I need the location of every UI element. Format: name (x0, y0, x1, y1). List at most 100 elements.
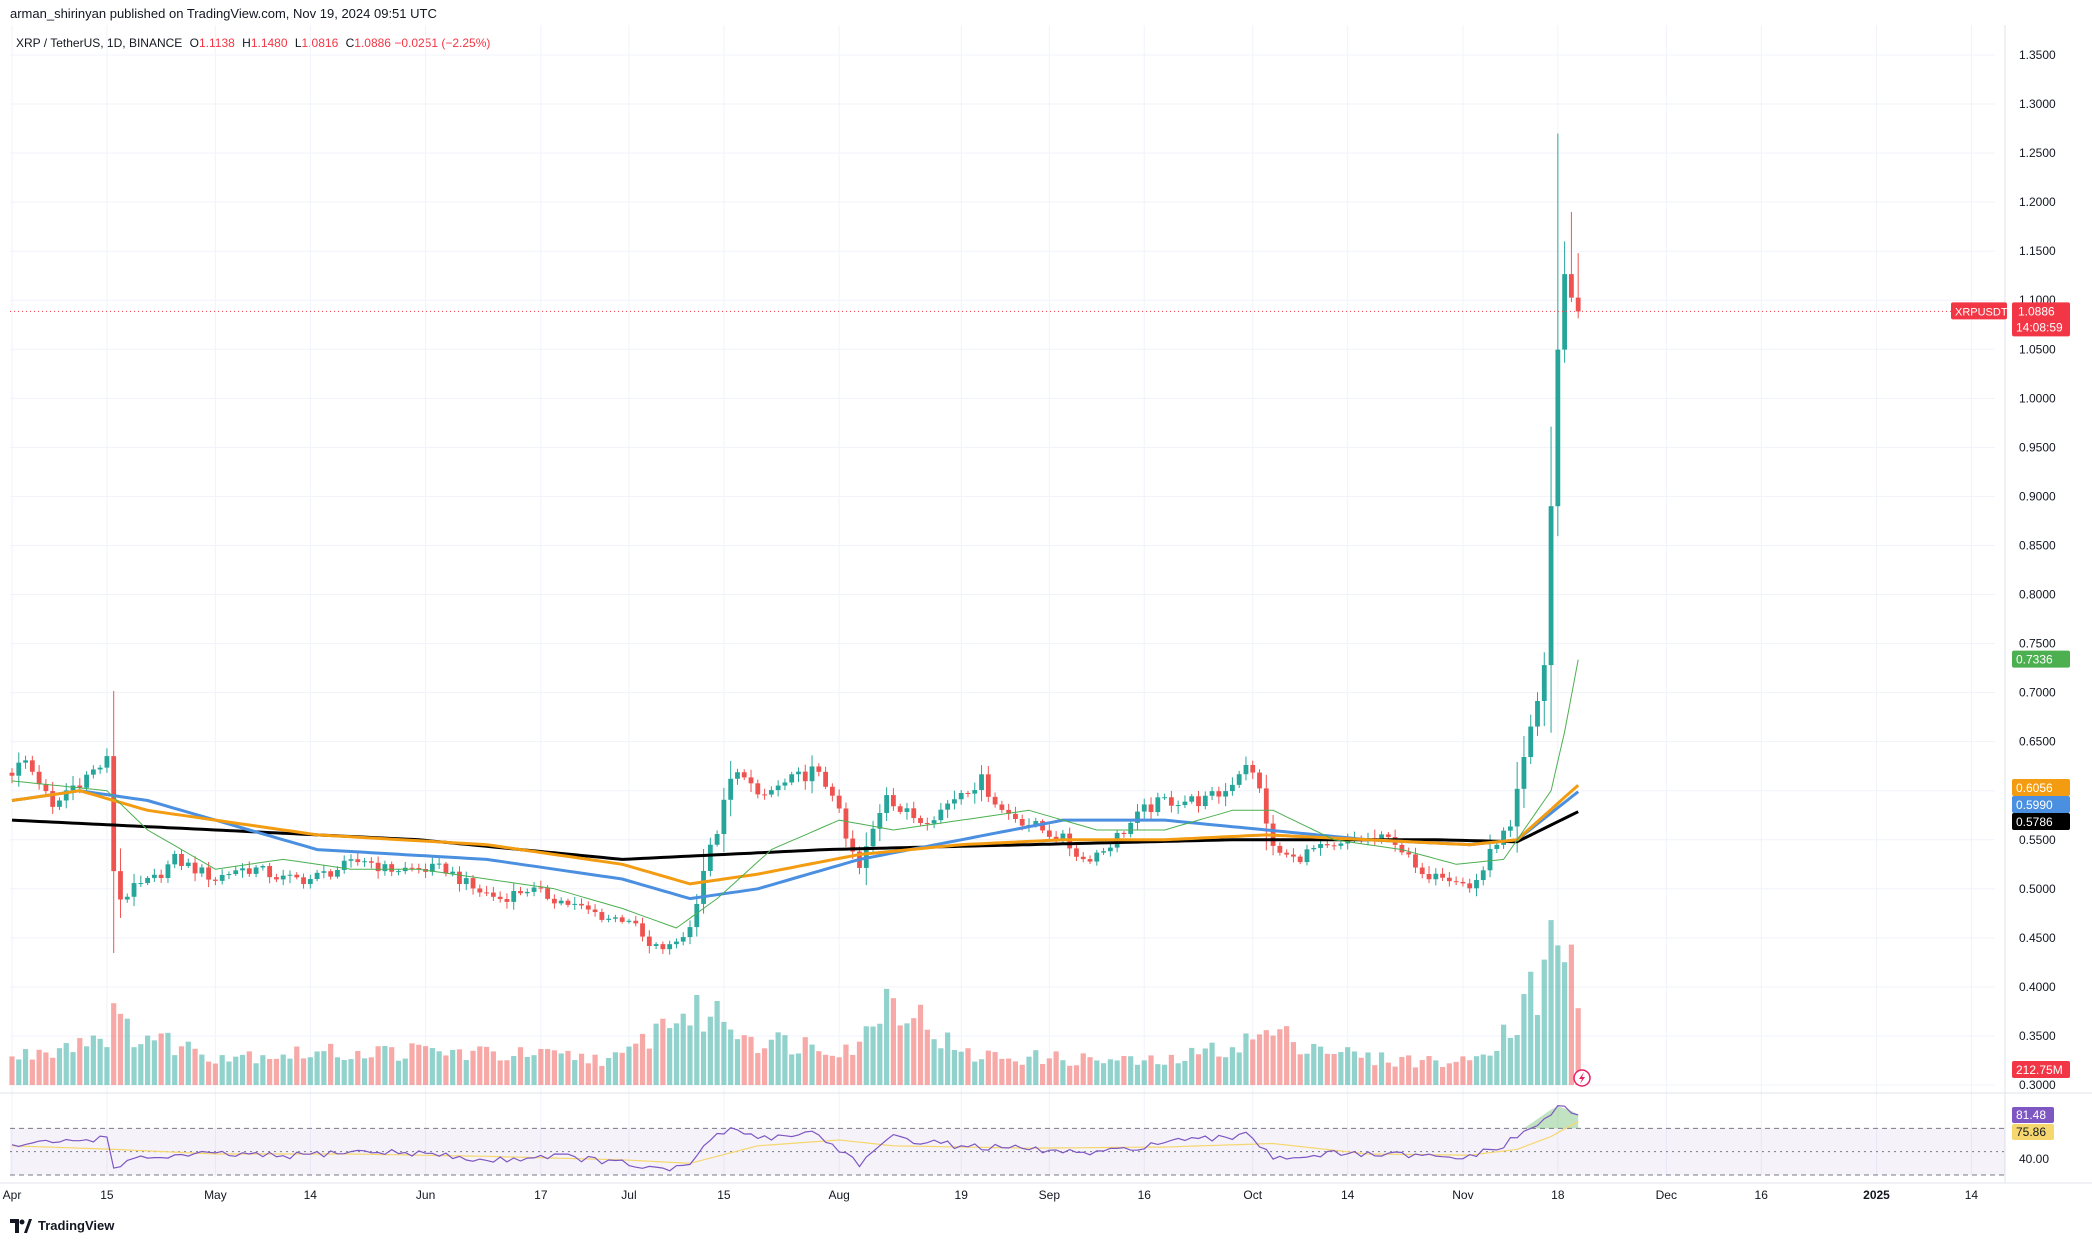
candle-body (1257, 772, 1262, 789)
volume-bar (829, 1055, 835, 1085)
volume-bar (768, 1039, 774, 1085)
price-labels: XRPUSDT 1.0886 14:08:59 0.7336 0.6056 0.5990 0… (1951, 302, 2070, 1140)
volume-bar (999, 1058, 1005, 1085)
time-tick-label: 2025 (1863, 1188, 1890, 1202)
volume-bar (904, 1023, 910, 1085)
candle-body (253, 867, 259, 874)
volume-bar (307, 1057, 313, 1085)
volume-bar (585, 1063, 591, 1085)
volume-bar (809, 1044, 815, 1085)
volume-bar (9, 1056, 15, 1085)
candle-body (1324, 844, 1330, 846)
candle-body (714, 833, 720, 845)
candle-body (145, 877, 150, 884)
volume-bar (755, 1053, 761, 1085)
axes: 1.35001.30001.25001.20001.15001.10001.05… (3, 48, 2056, 1202)
volume-bar (1141, 1060, 1147, 1085)
volume-bar (1297, 1054, 1303, 1085)
volume-bar (1304, 1053, 1310, 1085)
candle-body (653, 944, 659, 946)
volume-bar (1290, 1042, 1297, 1085)
price-tick-label: 0.5500 (2019, 833, 2056, 847)
candle-body (721, 799, 727, 834)
candle-body (213, 879, 218, 881)
candle-body (287, 874, 293, 876)
lightning-alert-icon[interactable] (1573, 1069, 1591, 1087)
volume-bar (463, 1059, 469, 1085)
volume-bar (599, 1065, 605, 1085)
candle-body (775, 785, 781, 791)
volume-bar (816, 1051, 822, 1085)
volume-bar (700, 1031, 707, 1085)
ma-blue-tag-text: 0.5990 (2016, 798, 2053, 812)
candle-body (1196, 796, 1201, 807)
volume-bar (22, 1049, 29, 1085)
volume-bar (1012, 1061, 1019, 1085)
volume-bar (653, 1023, 659, 1085)
candle-body (1223, 791, 1229, 797)
candle-body (701, 870, 706, 904)
price-tick-label: 0.3500 (2019, 1029, 2056, 1043)
candle-body (328, 871, 334, 877)
candle-body (823, 771, 828, 787)
volume-bar (1392, 1066, 1398, 1085)
volume-bar (1338, 1052, 1344, 1085)
candle-body (958, 793, 964, 800)
candle-body (29, 760, 35, 772)
price-tick-label: 0.5000 (2019, 882, 2056, 896)
volume-bar (246, 1051, 252, 1085)
candle-body (809, 766, 815, 782)
volume-bar (260, 1055, 266, 1085)
ma-black-tag-text: 0.5786 (2016, 815, 2053, 829)
volume-bar (416, 1044, 422, 1085)
volume-bar (368, 1057, 374, 1085)
volume-bar (1148, 1055, 1154, 1085)
candle-body (1453, 881, 1459, 883)
volume-bar (619, 1052, 625, 1085)
volume-bar (694, 995, 700, 1085)
volume-bar (409, 1043, 415, 1085)
volume-bar (212, 1063, 218, 1085)
candle-body (226, 874, 232, 876)
time-tick-label: Sep (1039, 1188, 1061, 1202)
candle-body (680, 937, 686, 942)
volume-bar (341, 1060, 347, 1085)
candle-body (592, 909, 598, 913)
volume-bar (321, 1051, 327, 1085)
volume-bar (131, 1047, 137, 1085)
volume-bar (1189, 1047, 1195, 1085)
volume-bar (517, 1047, 524, 1085)
volume-bar (578, 1053, 585, 1085)
volume-bar (1053, 1051, 1059, 1085)
candle-body (1060, 833, 1066, 841)
candle-body (240, 868, 245, 871)
volume-bar (429, 1048, 435, 1085)
time-tick-label: May (204, 1188, 227, 1202)
candle-body (341, 860, 347, 871)
volume-bar (945, 1032, 951, 1085)
volume-bar (1324, 1053, 1330, 1085)
last-price-value: 1.0886 (2018, 304, 2055, 318)
volume-bar (1548, 920, 1554, 1085)
volume-bar (612, 1052, 619, 1085)
candle-body (504, 899, 510, 902)
rsi-overbought-fill (1523, 1106, 1579, 1129)
low-label: L (294, 36, 302, 50)
volume-bar (761, 1048, 768, 1085)
candle-body (904, 808, 910, 812)
rsi-value-tag: 81.48 (2012, 1107, 2054, 1123)
volume-bar (77, 1038, 83, 1085)
volume-bar (145, 1035, 151, 1085)
volume-bar (314, 1051, 320, 1085)
candle-body (477, 888, 483, 893)
tradingview-logo[interactable]: TradingView (10, 1218, 114, 1233)
candle-body (1189, 796, 1195, 802)
volume-bar (1250, 1039, 1256, 1085)
candles (9, 133, 1581, 955)
volume-bar (1073, 1065, 1080, 1085)
volume-bar (1433, 1060, 1439, 1085)
candle-body (1209, 791, 1215, 796)
symbol-legend[interactable]: XRP / TetherUS, 1D, BINANCE O1.1138 H1.1… (16, 36, 490, 50)
candle-body (1074, 848, 1079, 857)
